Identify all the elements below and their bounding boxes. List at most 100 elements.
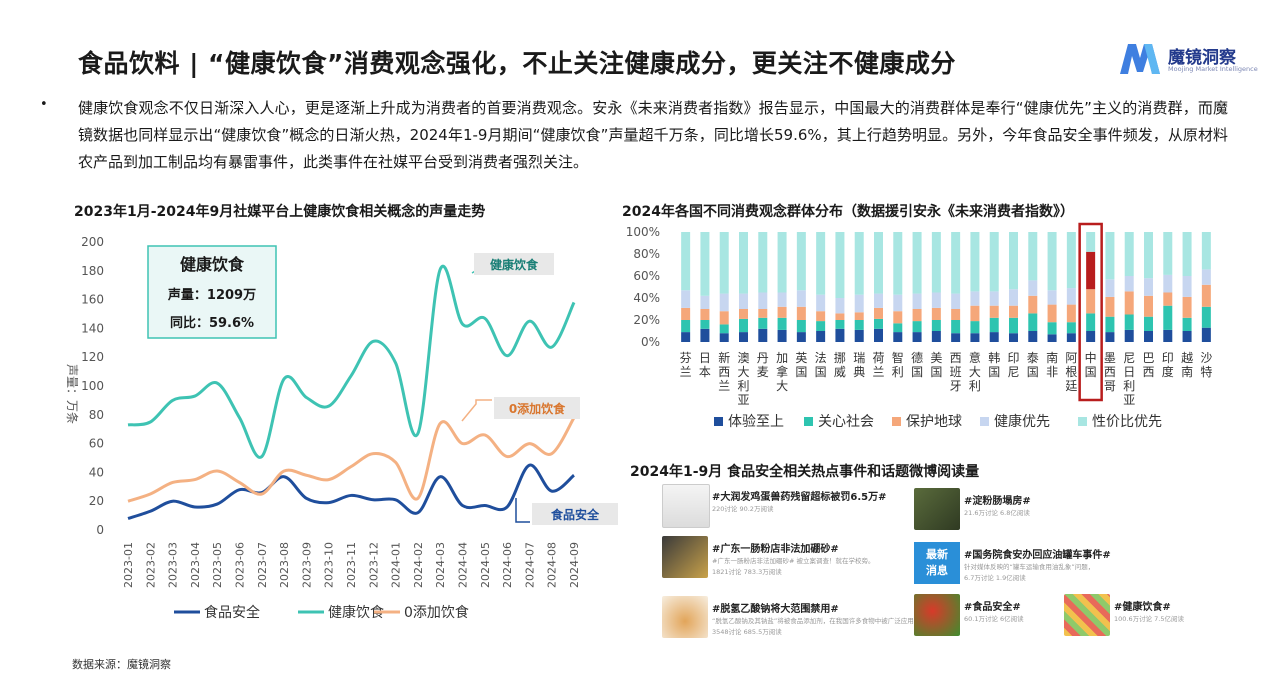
bar-segment — [1047, 290, 1057, 305]
safety-label-box — [532, 503, 618, 525]
callout-volume: 声量：1209万 — [167, 287, 256, 303]
intro-paragraph: 健康饮食观念不仅日渐深入人心，更是逐渐上升成为消费者的首要消费观念。安永《未来消… — [78, 99, 1228, 171]
bar-segment — [1182, 232, 1192, 276]
topic-card-healthy-diet[interactable]: #健康饮食# 100.6万讨论 7.5亿阅读 — [1064, 594, 1204, 638]
x-tick-label: 2024-06 — [501, 542, 514, 588]
topic-stats: 100.6万讨论 7.5亿阅读 — [1114, 615, 1185, 623]
bar-segment — [1163, 292, 1173, 306]
x-tick-label: 澳大利亚 — [737, 351, 749, 407]
legend-swatch — [1078, 417, 1087, 426]
x-tick-label: 2023-02 — [144, 542, 157, 588]
topic-desc: #广东一肠粉店非法加硼砂# 被立案调查！就在学校旁。 — [712, 557, 875, 565]
bar-segment — [912, 332, 922, 342]
bar-segment — [951, 320, 961, 334]
x-tick-label: 中国 — [1085, 350, 1097, 379]
zero-label-box — [494, 397, 580, 419]
bar-segment — [1028, 280, 1038, 296]
bar-segment — [1144, 295, 1153, 317]
y-tick-label: 60 — [89, 437, 104, 451]
x-tick-label: 2023-03 — [167, 542, 180, 588]
x-tick-label: 2023-01 — [122, 542, 135, 588]
bar-segment — [874, 328, 883, 342]
x-tick-label: 越南 — [1181, 351, 1193, 379]
bar-segment — [681, 290, 691, 308]
bar-segment — [1028, 331, 1038, 342]
topic-card-egg[interactable]: #大润发鸡蛋兽药残留超标被罚6.5万# 220讨论 90.2万阅读 — [662, 484, 902, 528]
bar-segment — [874, 232, 883, 294]
bar-segment — [1066, 232, 1076, 289]
feed-title: 2024年1-9月 食品安全相关热点事件和话题微博阅读量 — [630, 464, 980, 480]
bar-segment — [970, 321, 980, 334]
x-tick-label: 印度 — [1162, 351, 1174, 379]
topic-desc: 针对媒体反映的“罐车运输食用油乱象”问题， — [964, 563, 1095, 571]
stacked-bar-chart: 0% 20% 40% 60% 80% 100% 芬兰日本新西兰澳大利亚丹麦加拿大英国法国挪… — [626, 222, 1212, 430]
bar-segment — [1086, 251, 1096, 290]
topic-stats: 220讨论 90.2万阅读 — [712, 505, 774, 513]
bar-segment — [758, 328, 768, 342]
bar-segment — [1066, 333, 1076, 342]
topic-stats: 1821讨论 783.3万阅读 — [712, 568, 782, 576]
bar-segment — [1144, 331, 1153, 342]
bar-segment — [951, 333, 961, 342]
bar-segment — [758, 317, 768, 329]
bar-segment — [835, 313, 845, 320]
bar-segment — [681, 232, 691, 291]
source-note: 数据来源：魔镜洞察 — [72, 658, 171, 671]
bar-segment — [912, 232, 922, 294]
y-tick-label: 0% — [641, 335, 660, 349]
bar-segment — [739, 332, 748, 342]
bar-segment — [719, 232, 729, 294]
bar-segment — [835, 320, 845, 329]
topic-card-starch-sausage[interactable]: #淀粉肠塌房# 21.6万讨论 6.8亿阅读 — [914, 488, 1114, 532]
x-tick-label: 2024-07 — [523, 542, 536, 588]
y-tick-label: 60% — [633, 269, 660, 283]
bar-segment — [777, 306, 787, 318]
bar-segment — [854, 232, 864, 295]
topic-title: #脱氢乙酸钠将大范围禁用# — [712, 604, 839, 615]
y-tick-label: 40 — [89, 465, 104, 479]
x-tick-label: 2023-08 — [278, 542, 291, 588]
brand-name: 魔镜洞察 — [1168, 48, 1236, 68]
topic-card-oil-tanker[interactable]: 最新 消息 #国务院食安办回应油罐车事件# 针对媒体反映的“罐车运输食用油乱象”… — [914, 542, 1194, 586]
y-tick-label: 100% — [626, 225, 660, 239]
x-tick-label: 智利 — [892, 350, 904, 379]
topic-title: #广东一肠粉店非法加硼砂# — [712, 544, 839, 555]
topic-title: #国务院食安办回应油罐车事件# — [964, 550, 1111, 561]
bar-segment — [1163, 232, 1173, 275]
bar-segment — [854, 312, 864, 320]
x-tick-label: 2023-11 — [345, 542, 358, 588]
series-line-0 — [127, 463, 575, 520]
bar-segment — [816, 311, 826, 322]
x-tick-label: 2023-04 — [189, 542, 202, 588]
bar-segment — [931, 292, 941, 308]
bar-segment — [989, 232, 999, 292]
x-tick-label: 墨西哥 — [1104, 351, 1116, 393]
x-tick-label: 韩国 — [988, 350, 1000, 379]
bar-segment — [719, 324, 729, 334]
topic-stats: 60.1万讨论 6亿阅读 — [964, 615, 1024, 623]
topic-card-additive[interactable]: #脱氢乙酸钠将大范围禁用# “脱氢乙酸钠及其钠盐”将被食品添加剂，在我国许多食物… — [662, 596, 920, 640]
bar-segment — [1201, 306, 1211, 328]
bar-segment — [1124, 276, 1134, 292]
bar-segment — [1201, 327, 1211, 342]
x-tick-label: 2024-01 — [390, 542, 403, 588]
x-tick-label: 2023-10 — [323, 542, 336, 588]
line-chart: 0 20 40 60 80 100 120 140 160 180 200 2023-01 2023-… — [65, 235, 618, 621]
page-title: 食品饮料 | “健康饮食”消费观念强化，不止关注健康成分，更关注不健康成分 — [78, 49, 956, 78]
bar-segment — [816, 331, 826, 342]
bar-segment — [1182, 317, 1192, 331]
topic-card-food-safety[interactable]: #食品安全# 60.1万讨论 6亿阅读 — [914, 594, 1054, 638]
bar-segment — [681, 320, 691, 333]
bar-segment — [989, 317, 999, 333]
topic-stats: 21.6万讨论 6.8亿阅读 — [964, 509, 1030, 517]
bar-segment — [931, 320, 941, 331]
bar-segment — [796, 332, 806, 342]
legend-swatch — [714, 417, 723, 426]
bar-segment — [1028, 295, 1038, 314]
bar-segment — [912, 309, 922, 322]
bar-segment — [854, 320, 864, 330]
bar-segment — [1201, 284, 1211, 307]
topic-card-borax[interactable]: #广东一肠粉店非法加硼砂# #广东一肠粉店非法加硼砂# 被立案调查！就在学校旁。… — [662, 536, 902, 580]
brand-logo-icon — [1120, 44, 1160, 74]
bar-segment — [796, 290, 806, 307]
